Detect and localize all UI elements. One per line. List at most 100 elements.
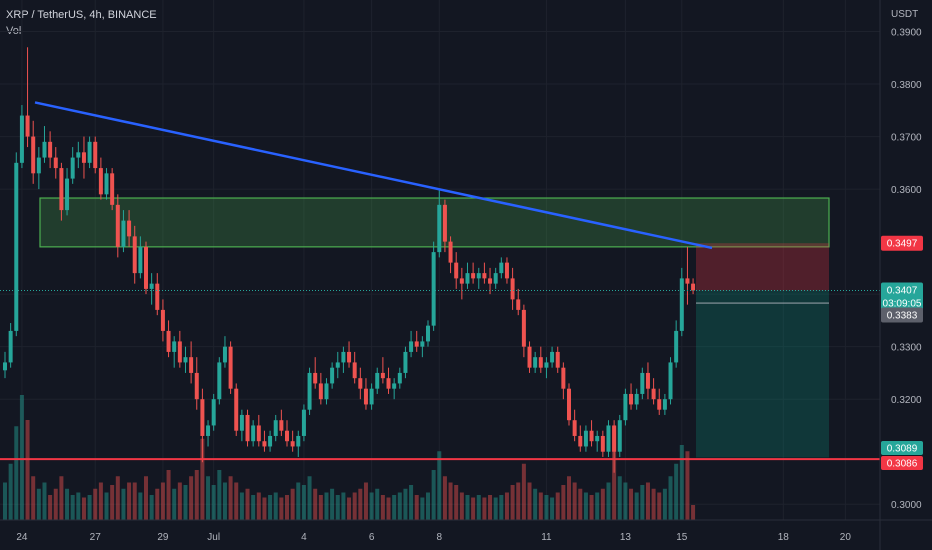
volume-bar [504, 492, 509, 520]
candle-body [104, 173, 109, 195]
candle-body [414, 341, 419, 347]
candle-body [335, 362, 340, 368]
volume-bar [403, 488, 408, 520]
volume-bar [448, 482, 453, 520]
volume-bar [668, 476, 673, 520]
candle-body [177, 341, 182, 363]
volume-bar [183, 485, 188, 520]
target-upper-price: 0.3089 [887, 444, 918, 455]
volume-bar [31, 476, 36, 520]
candle-body [121, 220, 126, 247]
volume-bar [561, 485, 566, 520]
price-tick-label: 0.3000 [891, 500, 922, 511]
candle-body [499, 262, 504, 274]
candle-body [330, 367, 335, 384]
candle-body [375, 372, 380, 389]
candle-body [465, 273, 470, 284]
candle-body [65, 178, 70, 211]
volume-bar [307, 476, 312, 520]
price-tick-label: 0.3600 [891, 185, 922, 196]
candle-countdown: 03:09:05 [883, 298, 922, 309]
position-tool[interactable] [39, 197, 830, 458]
candle-body [595, 435, 600, 442]
zone-top-price-badge [881, 235, 923, 251]
candle-body [149, 283, 154, 289]
volume-bar [679, 445, 684, 520]
descending-trendline[interactable] [34, 101, 713, 250]
time-tick-label: 8 [436, 532, 442, 543]
candle-body [98, 168, 103, 195]
candle-body [200, 399, 205, 436]
volume-bar [471, 497, 476, 520]
volume-bar [104, 492, 109, 520]
volume-bar [640, 485, 645, 520]
candle-body [567, 388, 571, 421]
volume-bar [206, 476, 211, 520]
candle-body [279, 420, 284, 431]
candle-body [454, 262, 459, 279]
candle-body [70, 157, 75, 179]
stop-level-price-badge [881, 307, 923, 323]
candle-body [239, 414, 244, 431]
volume-bar [629, 488, 634, 520]
price-tick-label: 0.3300 [891, 343, 922, 354]
candle-body [251, 425, 256, 442]
candle-body [634, 393, 639, 405]
volume-bar [155, 488, 160, 520]
volume-bar [369, 492, 374, 520]
volume-bar [70, 495, 75, 520]
candle-body [426, 325, 430, 342]
volume-bar [138, 492, 143, 520]
volume-bar [194, 470, 199, 520]
volume-bar [36, 488, 41, 520]
volume-bar [341, 492, 346, 520]
target-lower-price: 0.3086 [887, 459, 918, 470]
candle-body [533, 357, 538, 368]
volume-bar [493, 497, 498, 520]
volume-bar [262, 497, 267, 520]
zone-top-price: 0.3497 [887, 239, 918, 250]
candle-body [81, 152, 86, 163]
candle-body [527, 346, 532, 368]
candle-body [640, 372, 645, 394]
volume-bar [572, 482, 577, 520]
volume-bar [48, 495, 53, 520]
candle-body [217, 362, 222, 400]
volume-bar [149, 495, 154, 520]
volume-bar [442, 476, 447, 520]
candle-body [623, 393, 628, 421]
volume-bar [499, 495, 504, 520]
candle-body [392, 383, 397, 389]
volume-bar [110, 485, 115, 520]
candle-body [448, 241, 453, 263]
volume-indicator-label[interactable]: Vol [6, 25, 22, 37]
volume-bar [600, 488, 605, 520]
candle-body [561, 367, 566, 389]
price-axis[interactable]: USDT 0.39000.38000.37000.36000.34000.330… [880, 0, 932, 520]
volume-bar [3, 482, 7, 520]
volume-bar [454, 485, 459, 520]
candle-body [409, 341, 414, 352]
candle-body [53, 157, 58, 169]
volume-bar [14, 426, 19, 520]
volume-bar [98, 482, 103, 520]
currency-label: USDT [891, 9, 918, 20]
price-tick-label: 0.3200 [891, 395, 922, 406]
time-tick-label: 20 [840, 532, 852, 543]
candle-body [273, 420, 278, 436]
time-tick-label: Jul [207, 532, 220, 543]
drawing-layer[interactable] [0, 101, 880, 461]
time-tick-label: 15 [676, 532, 688, 543]
candle-body [166, 330, 171, 352]
candle-body [234, 388, 239, 431]
candle-body [245, 414, 250, 442]
volume-bar [674, 463, 679, 520]
volume-bar [544, 495, 549, 520]
volume-bar [144, 476, 148, 520]
candle-body [691, 283, 696, 291]
volume-bar [245, 488, 250, 520]
price-labels: 0.3497 0.3407 03:09:05 0.3383 0.3089 0.3086 [881, 235, 923, 470]
volume-bar [313, 488, 318, 520]
